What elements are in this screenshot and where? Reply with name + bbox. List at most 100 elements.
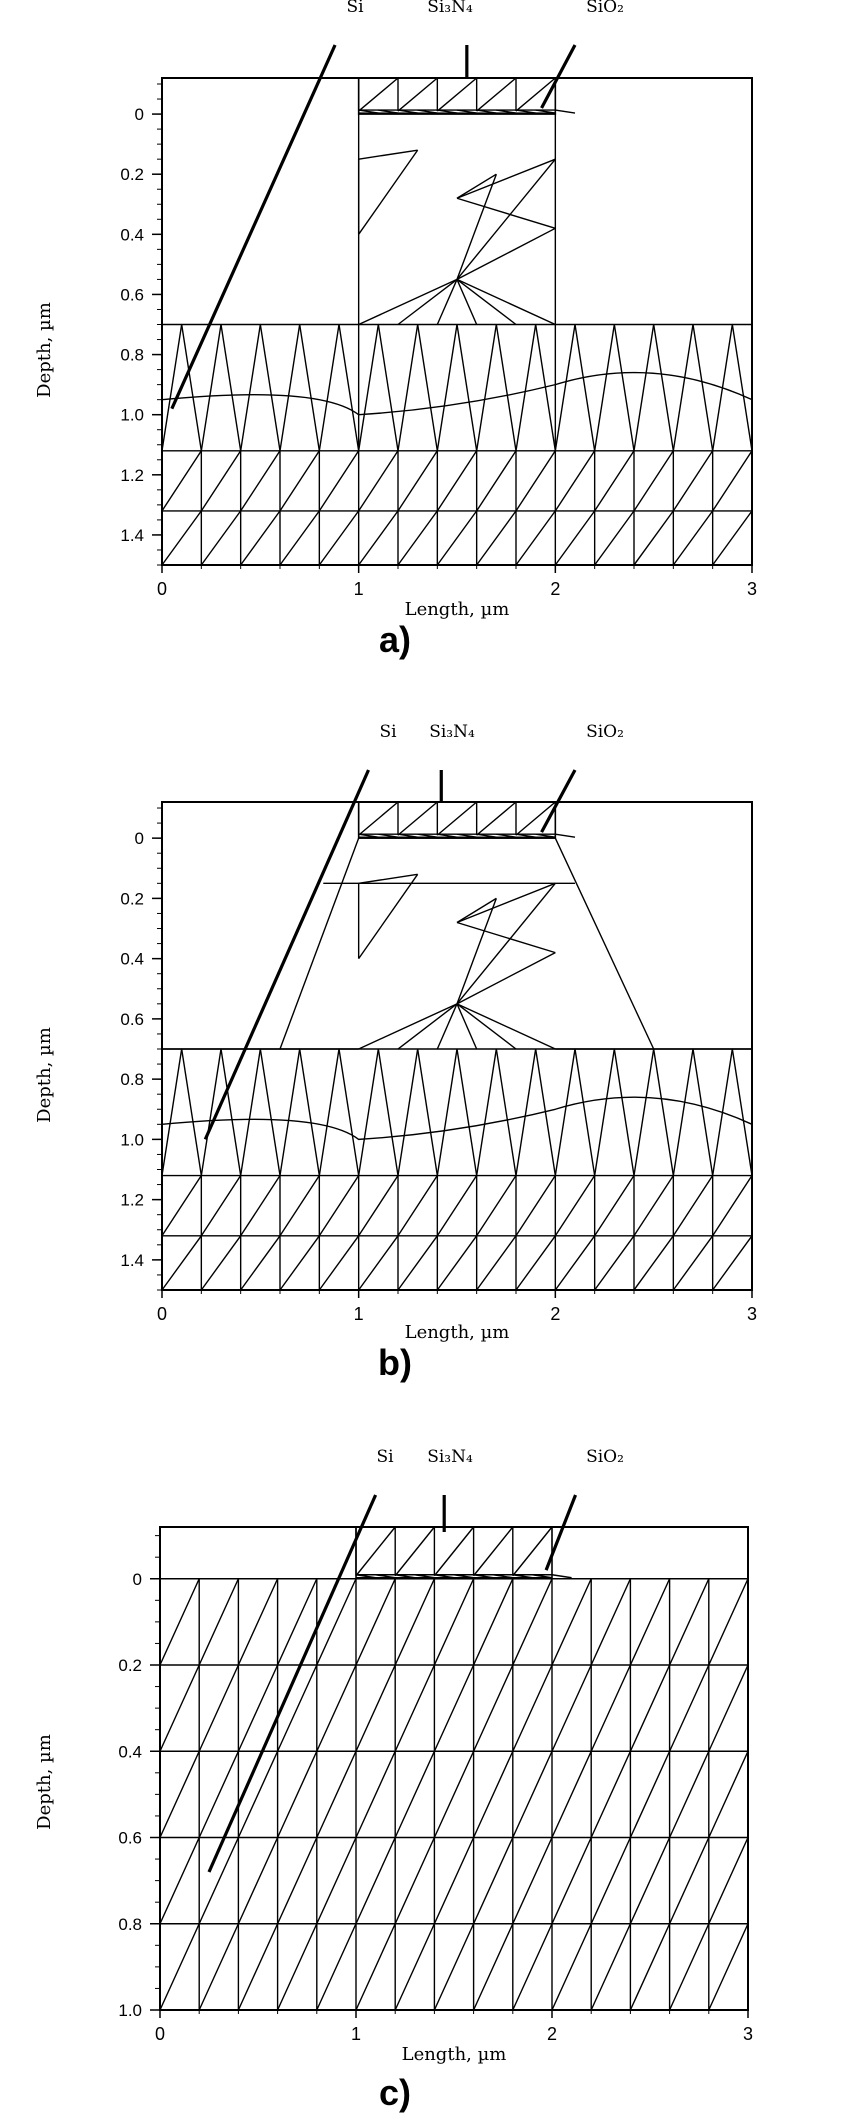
mesh-tri [397, 324, 419, 451]
y-tick-label: 0.2 [118, 1656, 142, 1675]
y-tick-label: 0 [135, 829, 144, 848]
mesh-tri [279, 1048, 301, 1176]
mesh-tri [613, 324, 635, 451]
pad-oxide-tick [395, 1574, 415, 1579]
mesh-diag [515, 450, 556, 512]
mesh-diag [433, 1923, 475, 2011]
y-tick-label: 0.6 [120, 1010, 144, 1029]
mesh-tri [436, 324, 458, 451]
label-sio2: SiO₂ [586, 0, 624, 17]
mesh-diag [633, 1235, 674, 1291]
mesh-diag [672, 1175, 714, 1237]
pad-oxide-tick [456, 109, 477, 114]
nitride-mask [357, 801, 557, 839]
interface-curve [161, 1096, 753, 1141]
y-tick-label: 0.8 [120, 346, 144, 365]
nitride-cell-diag [358, 77, 399, 112]
mesh-tri [456, 278, 517, 326]
nitride-cell-diag [476, 801, 517, 836]
y-tick-label: 1.4 [120, 526, 144, 545]
mesh-tri [161, 1048, 183, 1176]
mesh-diag [358, 510, 399, 566]
mesh-tri [180, 324, 203, 451]
nitride-cell-diag [476, 77, 517, 112]
mesh-diag [551, 1664, 592, 1752]
mesh-diag [708, 1578, 749, 1666]
mesh-diag [200, 510, 242, 566]
mesh-tri [358, 149, 418, 160]
mesh-tri [161, 324, 183, 451]
pad-oxide-tick [417, 833, 438, 838]
pad-oxide-tick [375, 1574, 396, 1579]
nitride-mask [355, 1526, 553, 1580]
mesh-c [159, 1526, 749, 2011]
mesh-diag [672, 1235, 714, 1291]
mesh-tri [358, 873, 418, 885]
y-tick-label: 0.4 [120, 950, 144, 969]
mesh-tri [574, 324, 596, 451]
mesh-tri [515, 1048, 537, 1176]
mesh-tri [613, 1048, 635, 1176]
mesh-diag [394, 1750, 436, 1838]
x-tick-label: 0 [155, 2024, 165, 2044]
mesh-diag [590, 1750, 632, 1838]
mesh-diag [668, 1664, 710, 1752]
mesh-diag [276, 1923, 318, 2011]
nitride-mask [357, 77, 557, 115]
mesh-diag [476, 510, 517, 566]
mesh-tri [358, 1003, 458, 1050]
mesh-diag [472, 1923, 514, 2011]
pad-oxide-tick [358, 109, 379, 114]
mesh-diag [433, 1837, 475, 1925]
pointer-si [170, 44, 337, 410]
pad-oxide-tick [496, 109, 517, 114]
nitride-cell-diag [397, 77, 438, 112]
mesh-tri [731, 324, 753, 451]
mesh-diag [237, 1837, 279, 1925]
mesh-tri [416, 324, 439, 451]
nitride-cell-diag [515, 77, 556, 112]
mesh-tri [672, 324, 694, 451]
mesh-diag [708, 1837, 749, 1925]
mesh-diag [159, 1837, 200, 1925]
pad-oxide-tick [476, 833, 497, 838]
mesh-a [161, 77, 753, 566]
mesh-diag [198, 1750, 240, 1838]
mesh-diag [629, 1923, 671, 2011]
x-tick-label: 2 [547, 2024, 557, 2044]
mesh-tri [475, 1048, 498, 1176]
mesh-diag [594, 450, 635, 512]
mesh-tri [358, 278, 458, 326]
y-tick-label: 1.4 [120, 1251, 144, 1270]
mesh-diag [316, 1750, 357, 1838]
mesh-tri [298, 324, 321, 451]
x-axis-label: Length, µm [405, 599, 510, 620]
y-tick-label: 0.6 [120, 285, 144, 304]
mesh-tri [200, 1048, 222, 1176]
pad-oxide-tick [555, 109, 576, 114]
mesh-diag [551, 1578, 592, 1666]
mesh-tri [397, 1048, 419, 1176]
mesh-tri [436, 279, 458, 325]
plot-frame [161, 801, 753, 1291]
x-tick-label: 0 [157, 579, 167, 599]
mesh-diag [512, 1923, 553, 2011]
mesh-tri [397, 1003, 458, 1050]
mesh-diag [355, 1750, 396, 1838]
mesh-diag [276, 1837, 318, 1925]
y-tick-label: 0 [133, 1570, 142, 1589]
mesh-tri [554, 324, 576, 451]
pad-oxide-tick [355, 1574, 376, 1579]
mesh-tri [495, 324, 517, 451]
mesh-diag [318, 1235, 360, 1291]
mesh-tri [554, 1048, 576, 1176]
mesh-b [161, 801, 753, 1291]
mesh-diag [318, 450, 360, 512]
mesh-diag [316, 1837, 357, 1925]
mesh-diag [279, 450, 320, 512]
birds-beak-left [279, 837, 360, 1050]
mesh-tri [416, 1048, 439, 1176]
mesh-tri [456, 197, 556, 229]
mesh-diag [590, 1923, 632, 2011]
mesh-tri [298, 1048, 321, 1176]
